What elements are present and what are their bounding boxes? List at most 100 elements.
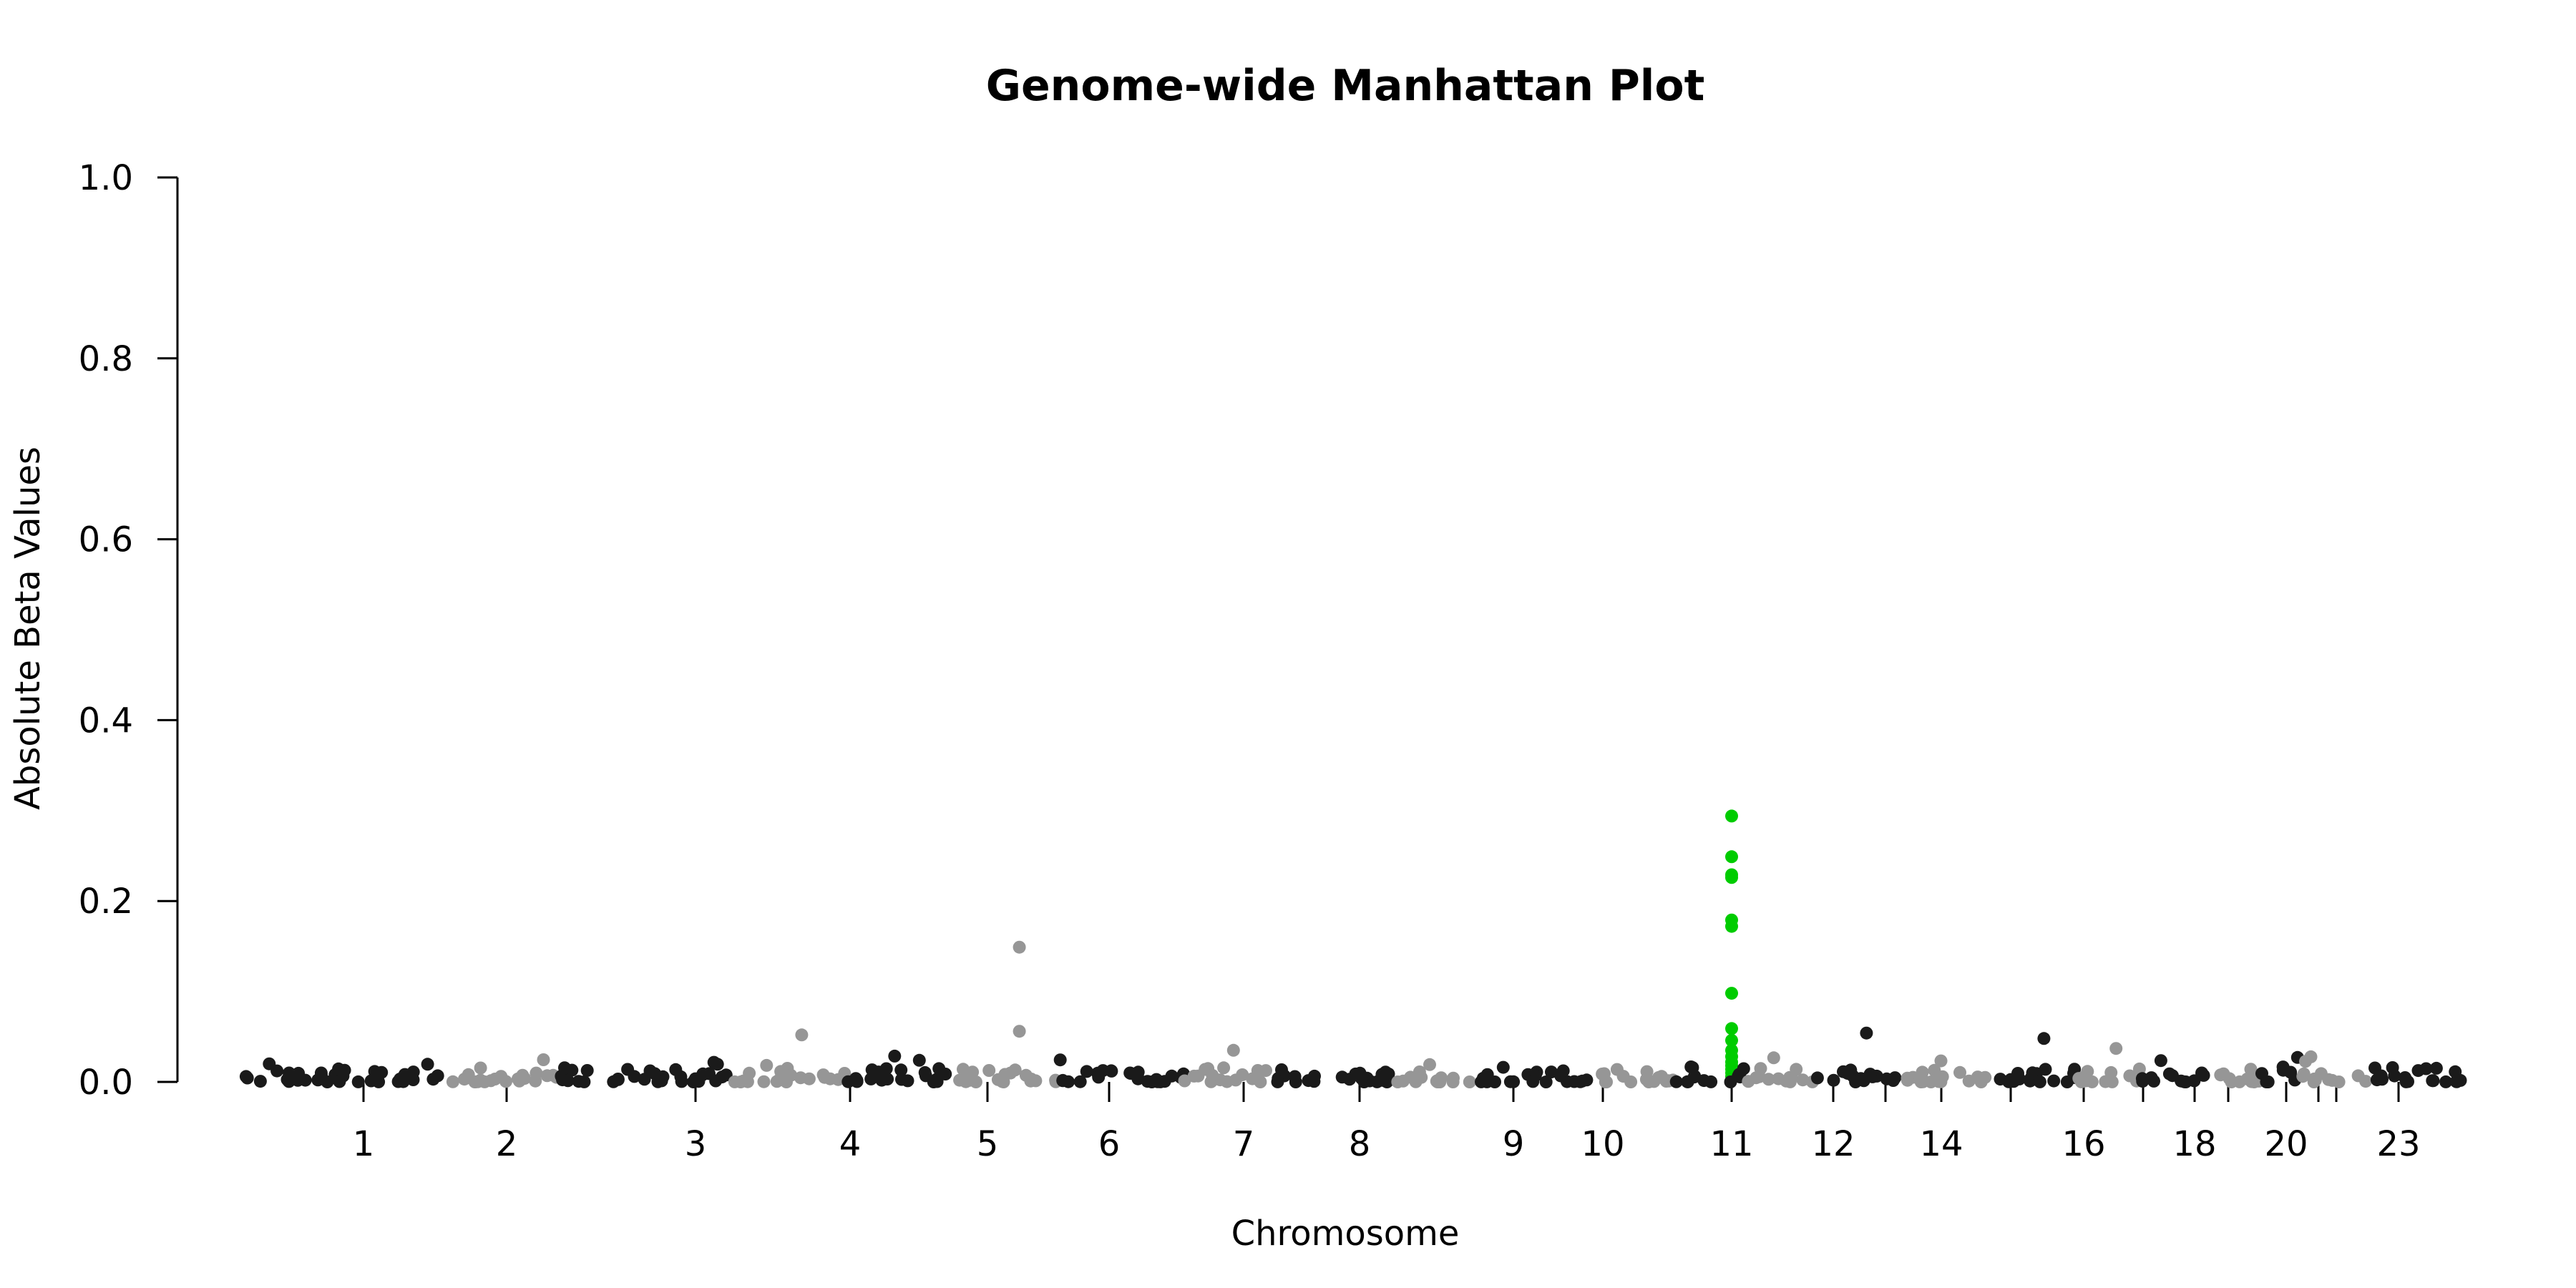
data-point xyxy=(2037,1032,2051,1045)
data-point xyxy=(2388,1069,2401,1083)
data-point xyxy=(1556,1064,1570,1078)
x-tick-label: 1 xyxy=(353,1124,375,1164)
data-point xyxy=(1916,1065,1929,1079)
data-point xyxy=(2187,1074,2201,1088)
data-point xyxy=(488,1073,502,1085)
data-point xyxy=(901,1074,914,1088)
data-point xyxy=(1857,1074,1870,1088)
y-tick-label: 0.8 xyxy=(79,339,133,379)
data-point xyxy=(1080,1065,1093,1078)
x-tick-label: 2 xyxy=(496,1124,518,1164)
data-point xyxy=(1187,1069,1201,1083)
data-point xyxy=(478,1075,492,1088)
data-point xyxy=(1019,1068,1033,1082)
data-point xyxy=(675,1075,688,1088)
y-axis-label: Absolute Beta Values xyxy=(8,447,48,810)
data-point xyxy=(446,1075,459,1088)
data-point xyxy=(1936,1070,1949,1083)
data-point xyxy=(1901,1071,1914,1085)
data-point xyxy=(2105,1075,2119,1088)
data-point xyxy=(1796,1073,1810,1087)
data-point xyxy=(1526,1075,1540,1088)
data-point xyxy=(2449,1075,2463,1088)
data-point xyxy=(1013,1025,1026,1038)
x-tick-label: 4 xyxy=(839,1124,862,1164)
data-point xyxy=(2314,1067,2328,1080)
data-point xyxy=(1141,1075,1154,1088)
data-point xyxy=(692,1075,706,1088)
y-tick-label: 0.2 xyxy=(79,882,133,922)
data-point xyxy=(1732,1068,1746,1081)
data-point xyxy=(1888,1071,1902,1085)
x-tick-label: 20 xyxy=(2264,1124,2308,1164)
data-point xyxy=(1053,1053,1067,1067)
data-point xyxy=(982,1064,996,1077)
y-tick-label: 0.4 xyxy=(79,701,133,741)
data-point xyxy=(1206,1068,1219,1082)
data-point xyxy=(2135,1072,2149,1085)
data-point xyxy=(888,1049,902,1063)
data-point xyxy=(2245,1075,2258,1088)
data-point xyxy=(879,1062,893,1075)
data-point xyxy=(1742,1075,1755,1088)
x-axis: 1 2 3 4 5 6 7 8 9 10 11 12 14 16 18 20 23 xyxy=(353,1082,2421,1164)
data-point xyxy=(499,1075,512,1088)
data-point xyxy=(1096,1064,1110,1078)
data-point xyxy=(537,1053,550,1066)
data-point xyxy=(577,1075,591,1088)
data-point xyxy=(1271,1075,1284,1088)
data-point xyxy=(894,1063,908,1077)
x-tick-label: 10 xyxy=(1581,1124,1624,1164)
data-point xyxy=(736,1074,750,1088)
data-point xyxy=(375,1065,389,1079)
data-point xyxy=(580,1064,594,1077)
data-point xyxy=(474,1061,487,1075)
data-point xyxy=(558,1061,571,1075)
y-tick-label: 1.0 xyxy=(79,158,133,198)
x-tick-label: 11 xyxy=(1709,1124,1753,1164)
data-point xyxy=(2033,1075,2046,1088)
data-point xyxy=(1545,1065,1558,1079)
significant-point xyxy=(1725,1022,1738,1035)
data-point xyxy=(2109,1042,2123,1055)
data-point xyxy=(1029,1074,1043,1088)
data-point xyxy=(2429,1061,2443,1075)
data-point xyxy=(2013,1072,2026,1085)
data-point xyxy=(930,1072,944,1085)
data-point xyxy=(719,1068,733,1082)
data-point xyxy=(394,1074,407,1088)
chart-title: Genome-wide Manhattan Plot xyxy=(986,61,1705,111)
data-point xyxy=(850,1073,864,1087)
data-point xyxy=(529,1074,542,1088)
data-point xyxy=(1704,1075,1718,1088)
data-point xyxy=(426,1073,440,1086)
data-point xyxy=(953,1073,967,1087)
data-point xyxy=(2026,1066,2039,1080)
data-point xyxy=(1165,1069,1179,1083)
x-tick-label: 9 xyxy=(1503,1124,1525,1164)
data-point xyxy=(607,1075,620,1088)
data-point xyxy=(1953,1065,1966,1079)
data-point xyxy=(1496,1060,1510,1074)
data-point xyxy=(1131,1070,1145,1084)
data-point xyxy=(1580,1073,1594,1087)
data-point xyxy=(2154,1054,2167,1068)
significant-point xyxy=(1725,809,1738,823)
data-point xyxy=(283,1066,296,1080)
data-point xyxy=(561,1074,575,1088)
data-point xyxy=(2074,1075,2088,1088)
data-point xyxy=(2166,1069,2179,1083)
data-point xyxy=(1217,1061,1231,1075)
data-point xyxy=(1916,1075,1930,1088)
x-tick-label: 3 xyxy=(685,1124,707,1164)
data-point xyxy=(1827,1073,1840,1087)
data-point xyxy=(1724,1075,1737,1088)
data-point xyxy=(795,1028,809,1042)
data-point xyxy=(421,1058,434,1071)
data-point xyxy=(1073,1075,1087,1088)
data-point xyxy=(1463,1075,1476,1088)
data-point xyxy=(1475,1074,1489,1088)
data-point xyxy=(1767,1051,1780,1065)
data-point xyxy=(1669,1075,1683,1088)
data-point xyxy=(648,1067,662,1080)
